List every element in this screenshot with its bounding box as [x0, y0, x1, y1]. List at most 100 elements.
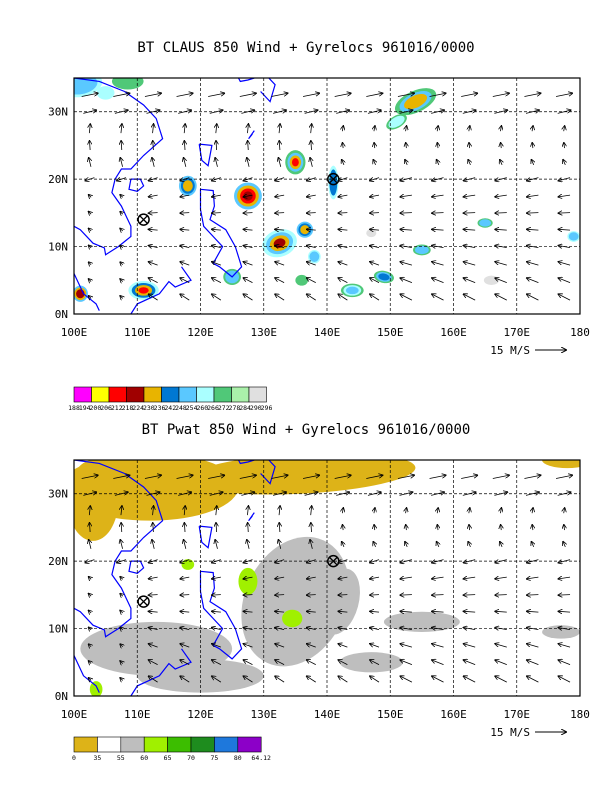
wind-vector [243, 262, 253, 266]
wind-vector [81, 475, 98, 479]
wind-vector [120, 279, 123, 282]
cloud-blob [74, 78, 98, 95]
wind-vector [370, 262, 380, 266]
wind-vector [121, 523, 122, 533]
wind-vector [89, 540, 91, 549]
wind-vector [149, 676, 158, 683]
gyre-marker [137, 595, 150, 608]
wind-vector [149, 229, 158, 230]
wind-vector [247, 158, 249, 167]
lat-tick-label: 30N [48, 488, 68, 501]
wind-vector [532, 525, 533, 531]
wind-vector [149, 294, 158, 301]
wind-vector [304, 492, 318, 496]
wind-vector [89, 506, 90, 516]
wind-vector [527, 676, 539, 683]
wind-vector [184, 141, 185, 151]
wind-vector [558, 577, 571, 579]
wind-vector [180, 560, 190, 563]
coastline [199, 188, 243, 278]
lon-tick-label: 130E [251, 708, 278, 721]
moisture-blob [238, 567, 258, 595]
wind-vector [89, 661, 92, 664]
gyre-marker-cross [328, 174, 338, 184]
wind-vector [121, 124, 122, 134]
wind-vector [527, 644, 539, 648]
wind-vector [212, 262, 222, 266]
wind-vector [85, 178, 95, 181]
wind-vector [212, 644, 222, 648]
wind-vector [563, 542, 565, 548]
lat-tick-label: 30N [48, 106, 68, 119]
wind-vector [275, 229, 285, 230]
wind-vector [563, 160, 565, 166]
wind-vector [212, 611, 221, 612]
colorbar-label: 194 [79, 404, 91, 412]
wind-vector [243, 577, 253, 579]
wind-vector [558, 195, 571, 197]
wind-vector [272, 492, 286, 496]
colorbar-swatch [196, 386, 215, 403]
coastline [260, 78, 276, 103]
wind-vector [212, 595, 221, 596]
wind-vector [564, 525, 565, 531]
wind-vector [527, 177, 539, 181]
wind-vector [149, 278, 158, 283]
wind-vector [243, 278, 253, 283]
wind-vector [307, 262, 316, 266]
colorbar-swatch [248, 386, 267, 403]
wind-vector [144, 475, 161, 479]
wind-vector [399, 492, 413, 496]
wind-vector [527, 628, 539, 630]
colorbar-swatch [214, 736, 239, 753]
wind-vector [527, 660, 539, 665]
wind-vector [400, 262, 413, 266]
wind-vector [463, 644, 476, 648]
wind-vector [558, 595, 571, 596]
wind-vector [374, 525, 375, 531]
wind-vector [243, 595, 253, 596]
wind-vector [527, 195, 539, 197]
wind-vector [437, 126, 438, 132]
wind-vector [152, 540, 154, 549]
wind-vector [366, 93, 382, 97]
wind-vector [370, 195, 380, 197]
wind-vector [184, 124, 185, 134]
wind-vector [243, 676, 253, 683]
wind-vector [370, 611, 380, 612]
wind-vector [89, 195, 92, 198]
wind-vector [527, 595, 539, 596]
wind-vector [558, 660, 571, 665]
wind-vector [494, 492, 507, 496]
wind-vector [310, 540, 312, 549]
wind-vector [527, 559, 539, 563]
wind-vector [180, 676, 190, 683]
wind-vector [241, 492, 254, 496]
colorbar-label: 65 [164, 754, 172, 762]
moisture-blob [339, 652, 403, 673]
colorbar-swatch [73, 736, 98, 753]
wind-vector [431, 110, 444, 114]
wind-vector [469, 143, 470, 149]
wind-vector [311, 523, 312, 533]
wind-vector [275, 595, 285, 596]
wind-vector [558, 644, 571, 648]
colorbar-label: 212 [111, 404, 123, 412]
cloud-blob [568, 232, 579, 241]
wind-vector [311, 506, 312, 516]
wind-vector [558, 213, 571, 214]
colorbar-label: 64.12 [251, 754, 271, 762]
wind-vector [152, 158, 154, 167]
gyre-marker [327, 172, 340, 186]
moisture-blob [89, 681, 103, 696]
wind-vector [121, 141, 122, 151]
pwat-map: 100E 110E 120E 130E 140E 150E 160E 170E 180 0N 10N… [48, 459, 590, 739]
wind-vector [180, 195, 190, 197]
colorbar-label: 70 [187, 754, 195, 762]
wind-vector [495, 559, 507, 563]
colorbar-label: 206 [100, 404, 112, 412]
wind-vector [558, 262, 571, 266]
wind-vector [243, 229, 253, 230]
wind-vector [527, 611, 539, 612]
wind-vector [437, 542, 439, 548]
